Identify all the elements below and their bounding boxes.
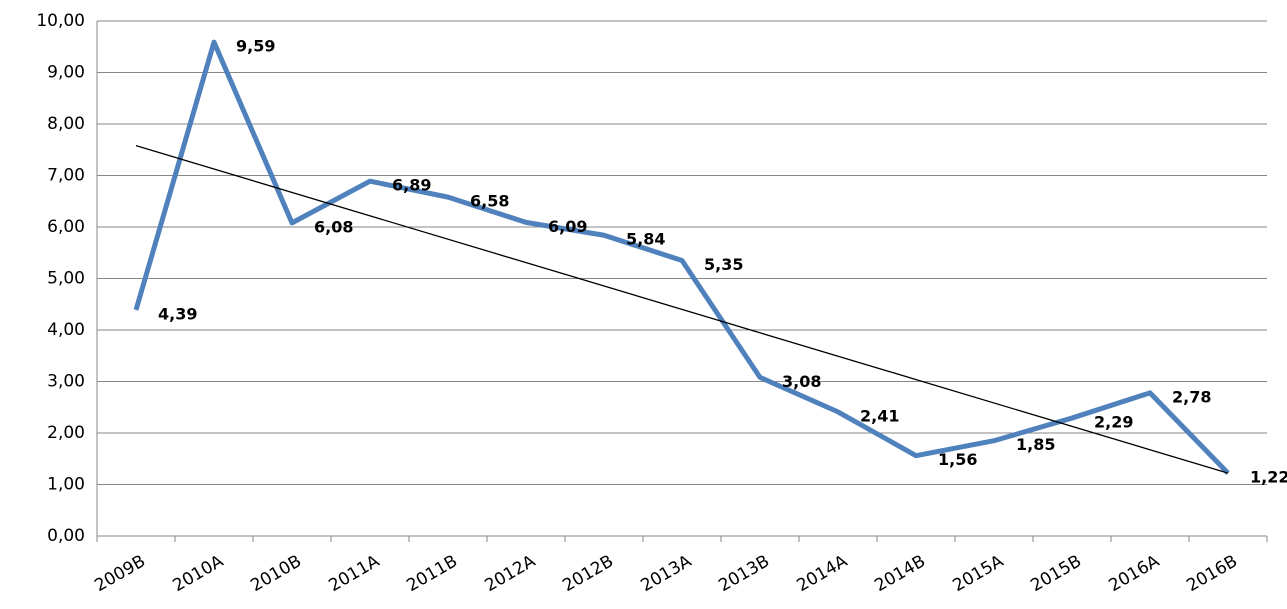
x-tick-label: 2012B (559, 551, 617, 596)
y-tick-label: 8,00 (47, 114, 85, 134)
x-tick-label: 2009B (91, 551, 149, 596)
y-tick-label: 5,00 (47, 269, 85, 289)
y-tick-label: 9,00 (47, 63, 85, 83)
y-tick-label: 3,00 (47, 372, 85, 392)
x-tick-label: 2016B (1183, 551, 1241, 596)
data-label: 9,59 (236, 37, 275, 56)
data-label: 1,85 (1016, 435, 1055, 454)
x-tick-label: 2015A (949, 551, 1007, 596)
x-tick-label: 2016A (1105, 551, 1163, 596)
y-tick-label: 2,00 (47, 423, 85, 443)
x-tick-label: 2013B (715, 551, 773, 596)
data-label: 5,84 (626, 230, 665, 249)
y-tick-label: 10,00 (36, 11, 85, 31)
x-tick-label: 2014B (871, 551, 929, 596)
data-label: 2,41 (860, 406, 899, 425)
y-tick-label: 6,00 (47, 217, 85, 237)
data-label: 6,09 (548, 217, 587, 236)
series-line (133, 39, 1230, 475)
data-label: 3,08 (782, 372, 821, 391)
data-label: 1,22 (1250, 468, 1287, 487)
data-label: 4,39 (158, 304, 197, 323)
x-tick-label: 2014A (793, 551, 851, 596)
x-tick-label: 2013A (637, 551, 695, 596)
x-tick-label: 2011A (325, 551, 383, 596)
y-tick-label: 4,00 (47, 320, 85, 340)
trend-line (135, 145, 1229, 474)
x-tick-label: 2012A (481, 551, 539, 596)
x-tick-label: 2015B (1027, 551, 1085, 596)
data-label: 2,78 (1172, 387, 1211, 406)
y-tick-label: 7,00 (47, 166, 85, 186)
x-tick-label: 2011B (403, 551, 461, 596)
x-tick-label: 2010A (169, 551, 227, 596)
y-tick-label: 0,00 (47, 526, 85, 546)
y-tick-label: 1,00 (47, 475, 85, 495)
data-label: 6,58 (470, 192, 509, 211)
data-label: 6,89 (392, 176, 431, 195)
x-tick-label: 2010B (247, 551, 305, 596)
data-label: 5,35 (704, 255, 743, 274)
data-label: 1,56 (938, 450, 977, 469)
data-label: 6,08 (314, 217, 353, 236)
data-label: 2,29 (1094, 413, 1133, 432)
